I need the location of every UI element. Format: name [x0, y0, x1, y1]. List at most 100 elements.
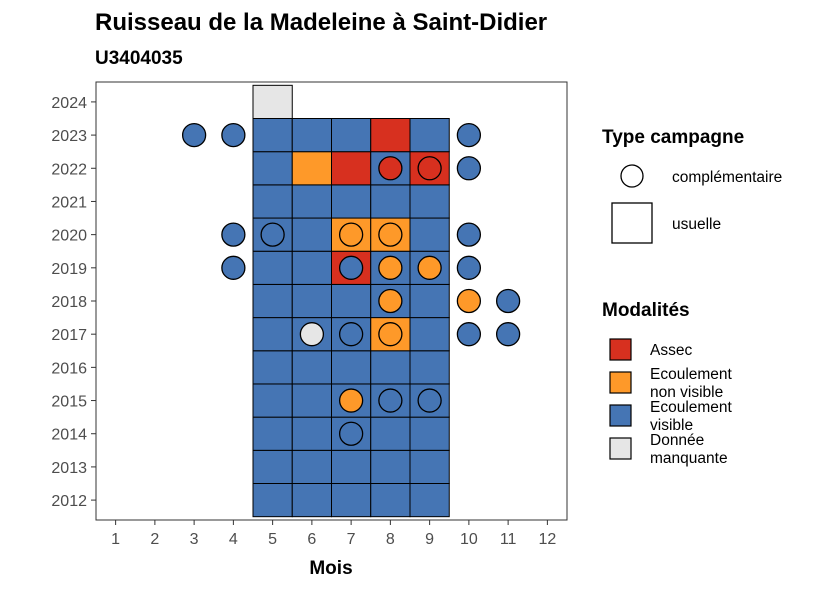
- point-2015-7: [338, 388, 364, 413]
- x-tick-label: 9: [425, 531, 434, 548]
- point-2020-10: [456, 222, 482, 247]
- tile-2015-6: [291, 383, 332, 418]
- legend-swatch-0: [609, 338, 632, 361]
- y-tick-label: 2020: [51, 228, 87, 245]
- tile-2022-5: [252, 151, 293, 186]
- x-tick-label: 7: [347, 531, 356, 548]
- point-2017-11: [495, 322, 521, 347]
- tile-2014-8: [370, 416, 411, 451]
- y-tick-label: 2015: [51, 394, 87, 411]
- point-2018-11: [495, 288, 521, 314]
- tile-2013-9: [409, 449, 450, 484]
- tile-2013-5: [252, 449, 293, 484]
- legend-modalite-label: manquante: [650, 450, 728, 467]
- tile-2023-5: [252, 118, 293, 153]
- tile-2022-7: [331, 151, 372, 186]
- x-tick-label: 12: [538, 531, 556, 548]
- point-2017-10: [456, 322, 482, 347]
- tile-2022-6: [291, 151, 332, 186]
- x-tick-label: 8: [386, 531, 395, 548]
- legend-modalite-label: Ecoulement: [650, 366, 733, 383]
- tile-2015-5: [252, 383, 293, 418]
- point-2022-10: [456, 156, 482, 181]
- legend-type-complementaire: complémentaire: [672, 169, 782, 186]
- tile-2017-9: [409, 317, 450, 352]
- complementaire-points: [181, 122, 521, 446]
- tile-2023-7: [331, 118, 372, 153]
- x-tick-label: 1: [111, 531, 120, 548]
- y-tick-label: 2014: [51, 427, 87, 444]
- x-axis: 1 2 3 4 5 6 7 8 9 10 11 12: [111, 520, 556, 548]
- chart-title: Ruisseau de la Madeleine à Saint-Didier: [95, 9, 547, 36]
- tile-2019-6: [291, 250, 332, 285]
- tile-2021-5: [252, 184, 293, 219]
- point-2020-7: [338, 222, 364, 247]
- y-tick-label: 2023: [51, 128, 87, 145]
- point-2019-4: [221, 255, 246, 280]
- y-tick-label: 2019: [51, 261, 87, 278]
- tile-2023-9: [409, 118, 450, 153]
- tile-2017-5: [252, 317, 293, 352]
- tile-2021-7: [331, 184, 372, 219]
- point-2020-5: [260, 222, 285, 247]
- tile-2020-6: [291, 217, 332, 252]
- tile-2016-6: [291, 350, 332, 385]
- tile-2016-7: [331, 350, 372, 385]
- plot-area: [95, 81, 568, 521]
- tile-2013-7: [331, 449, 372, 484]
- tile-2024-5: [252, 84, 293, 120]
- legend-modalite-label: Donnée: [650, 432, 704, 449]
- point-2017-8: [378, 322, 403, 347]
- chart-subtitle: U3404035: [95, 48, 183, 69]
- legend-type-title: Type campagne: [602, 127, 744, 148]
- tile-2012-5: [252, 483, 293, 518]
- tile-2014-9: [409, 416, 450, 451]
- point-2015-9: [417, 388, 442, 413]
- tile-2021-8: [370, 184, 411, 219]
- usuelle-tiles: [252, 84, 450, 518]
- tile-2021-9: [409, 184, 450, 219]
- y-tick-label: 2016: [51, 360, 87, 377]
- point-2022-9: [417, 156, 442, 181]
- legend-swatch-1: [609, 371, 632, 394]
- point-2017-7: [338, 322, 364, 347]
- tile-2021-6: [291, 184, 332, 219]
- tile-2018-7: [331, 283, 372, 319]
- legend-circle-swatch: [620, 164, 644, 188]
- legend-modalite-label: Assec: [650, 342, 692, 359]
- tile-2020-9: [409, 217, 450, 252]
- tile-2018-9: [409, 283, 450, 319]
- tile-2016-9: [409, 350, 450, 385]
- point-2019-9: [417, 255, 442, 280]
- tile-2023-8: [370, 118, 411, 153]
- y-tick-label: 2021: [51, 194, 87, 211]
- tile-2023-6: [291, 118, 332, 153]
- y-tick-label: 2013: [51, 460, 87, 477]
- x-tick-label: 3: [190, 531, 199, 548]
- point-2020-4: [221, 222, 246, 247]
- legend-square-swatch: [611, 202, 653, 244]
- tile-2014-5: [252, 416, 293, 451]
- point-2019-7: [338, 255, 364, 280]
- point-2019-10: [456, 255, 482, 280]
- y-tick-label: 2012: [51, 493, 87, 510]
- legend-swatch-2: [609, 404, 632, 427]
- tile-2012-6: [291, 483, 332, 518]
- legend-swatch-3: [609, 437, 632, 460]
- legend-modalites-title: Modalités: [602, 300, 690, 321]
- point-2017-6: [299, 322, 325, 347]
- x-tick-label: 6: [307, 531, 316, 548]
- legend: Type campagne complémentaire usuelle Mod…: [602, 127, 782, 467]
- tile-2014-6: [291, 416, 332, 451]
- legend-type-usuelle: usuelle: [672, 216, 721, 233]
- y-axis: 2012 2013 2014 2015 2016 2017 2018 2019 2020 2021…: [51, 95, 96, 510]
- legend-modalite-label: non visible: [650, 384, 723, 401]
- tile-2012-7: [331, 483, 372, 518]
- point-2014-7: [338, 421, 364, 446]
- tile-2018-6: [291, 283, 332, 319]
- tile-2016-5: [252, 350, 293, 385]
- point-2020-8: [378, 222, 403, 247]
- x-tick-label: 4: [229, 531, 238, 548]
- tile-2018-5: [252, 283, 293, 319]
